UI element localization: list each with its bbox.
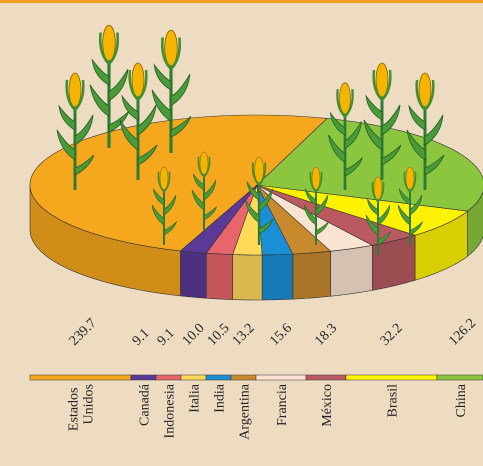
category-label: Canadá [138, 383, 153, 426]
legend-swatch [180, 374, 207, 381]
legend-swatch [155, 374, 182, 381]
value-label: 239.7 [67, 316, 100, 349]
slice-side [261, 253, 294, 301]
category-label: Brasil [386, 384, 401, 418]
value-label: 10.5 [205, 321, 233, 349]
value-label: 18.3 [312, 321, 340, 349]
slice-side [206, 252, 234, 300]
category-label: México [320, 384, 335, 427]
value-label: 32.2 [378, 321, 406, 349]
legend-swatch [436, 374, 483, 381]
category-label: Indonesia [163, 383, 178, 438]
slice-side [180, 250, 207, 299]
legend-swatch [230, 374, 257, 381]
value-label: 9.1 [155, 326, 178, 349]
category-label: Italia [188, 383, 203, 413]
value-label: 15.6 [267, 321, 295, 349]
category-label: Argentina [238, 383, 253, 440]
legend-swatch [255, 374, 307, 381]
slice [29, 114, 328, 252]
slice-side [232, 254, 263, 301]
legend-swatch [205, 374, 232, 381]
legend-swatch [345, 374, 438, 381]
category-label: Francia [275, 383, 290, 426]
labels: 239.7 Estados Unidos 9.1 Canadá 9.1 Indonesia… [29, 316, 483, 440]
legend-swatch [29, 374, 132, 381]
value-label: 9.1 [130, 326, 153, 349]
legend-swatch [305, 374, 347, 381]
category-label: India [213, 383, 228, 413]
top-rule [0, 0, 483, 3]
slice-side [292, 250, 331, 300]
legend-swatch [130, 374, 157, 381]
category-label: Estados Unidos [67, 384, 97, 431]
value-label: 13.2 [230, 321, 258, 349]
slice-side [330, 244, 373, 297]
value-label: 126.2 [446, 316, 479, 349]
value-label: 10.0 [180, 321, 208, 349]
category-label: China [454, 383, 469, 417]
